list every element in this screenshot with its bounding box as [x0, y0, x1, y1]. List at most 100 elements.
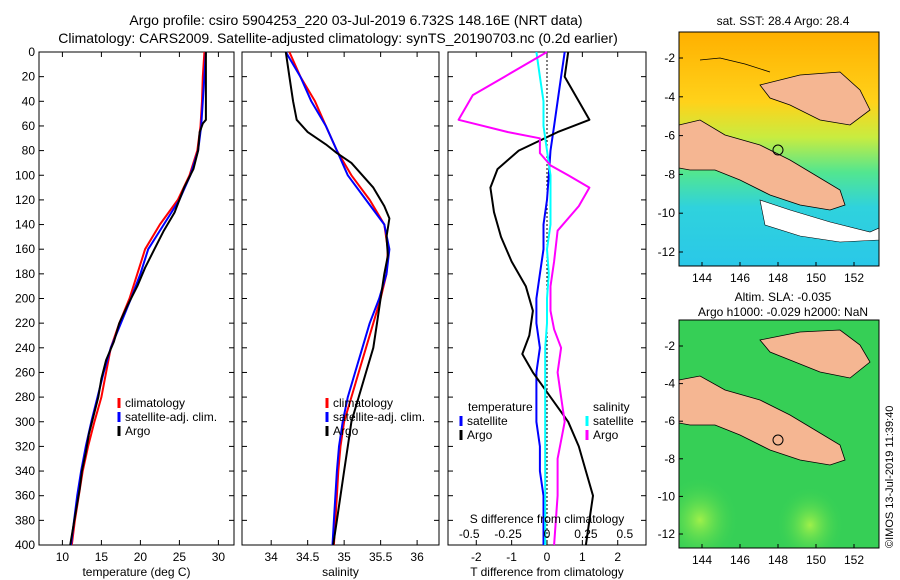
- x-tick-label: 0: [544, 550, 551, 564]
- salinity-panel: 34 34.5 35 35.5 36 salinity climatologysatelli…: [241, 51, 440, 579]
- x-tick-label: -2: [471, 550, 482, 564]
- map-lat-label: -2: [664, 51, 675, 65]
- figure-title-line1: Argo profile: csiro 5904253_220 03-Jul-2…: [129, 12, 582, 28]
- legend-title-salinity: salinity: [593, 400, 630, 414]
- legend-label: satellite: [467, 414, 508, 428]
- x-tick-label: 34: [265, 550, 279, 564]
- land-mass: [679, 375, 846, 466]
- legend-title-temperature: temperature: [468, 400, 533, 414]
- sst-map-title: sat. SST: 28.4 Argo: 28.4: [717, 14, 850, 28]
- y-tick-label: 40: [22, 94, 36, 108]
- x-tick-label: -1: [506, 550, 517, 564]
- series-line-temperature-argo: [489, 51, 594, 546]
- map-lat-label: -10: [658, 206, 676, 220]
- y-tick-label: 300: [15, 415, 35, 429]
- series-line-salinity-argo: [457, 51, 591, 546]
- y-tick-label: 60: [22, 119, 36, 133]
- y-tick-label: 260: [15, 365, 35, 379]
- y-tick-label: 360: [15, 489, 35, 503]
- map-lat-label: -4: [664, 377, 675, 391]
- secondary-tick-label: 0.25: [574, 527, 598, 541]
- map-lat-label: -10: [658, 489, 676, 503]
- sla-anomaly-2: [775, 485, 845, 548]
- sla-map-frame: [678, 319, 880, 549]
- argo-location-marker: [772, 144, 784, 156]
- difference-panel: -2 -1 0 1 2T difference from climatology temp…: [447, 51, 647, 579]
- y-tick-label: 140: [15, 218, 35, 232]
- legend-label: Argo: [333, 424, 359, 438]
- legend-label: climatology: [333, 396, 393, 410]
- sla-map-title1: Altim. SLA: -0.035: [735, 290, 832, 304]
- land-mass: [679, 119, 846, 211]
- legend-label: satellite: [593, 414, 634, 428]
- x-axis-label: salinity: [322, 565, 359, 579]
- y-tick-label: 220: [15, 316, 35, 330]
- sst-map: 144 146 148 150 152 -2 -4 -6 -8 -10 -12: [658, 31, 880, 285]
- y-tick-label: 320: [15, 439, 35, 453]
- secondary-tick-label: 0.5: [616, 527, 633, 541]
- x-axis-label: T difference from climatology: [470, 565, 624, 579]
- series-line-salinity-satellite: [535, 51, 552, 545]
- x-tick-label: 35.5: [369, 550, 393, 564]
- x-tick-label: 25: [173, 550, 187, 564]
- figure-title-line2: Climatology: CARS2009. Satellite-adjuste…: [58, 30, 618, 46]
- land-mass-2: [759, 71, 871, 126]
- y-tick-label: 160: [15, 242, 35, 256]
- map-lon-label: 146: [730, 271, 750, 285]
- legend-label: Argo: [593, 428, 619, 442]
- y-tick-label: 80: [22, 144, 36, 158]
- legend-label: satellite-adj. clim.: [333, 410, 425, 424]
- x-tick-label: 36: [410, 550, 424, 564]
- imos-stamp: ©IMOS 13-Jul-2019 11:39:40: [884, 406, 896, 548]
- map-lat-label: -12: [658, 527, 676, 541]
- y-tick-label: 180: [15, 267, 35, 281]
- map-lat-label: -12: [658, 245, 676, 259]
- secondary-tick-label: 0: [544, 527, 551, 541]
- map-lat-label: -2: [664, 339, 675, 353]
- y-tick-label: 340: [15, 464, 35, 478]
- legend-label: Argo: [467, 428, 493, 442]
- x-tick-label: 10: [56, 550, 70, 564]
- x-tick-label: 30: [212, 550, 226, 564]
- argo-location-marker: [772, 434, 784, 446]
- map-lon-label: 144: [692, 271, 712, 285]
- y-tick-label: 400: [15, 538, 35, 552]
- plot-frame: [241, 51, 440, 546]
- y-tick-label: 20: [22, 70, 36, 84]
- x-tick-label: 15: [95, 550, 109, 564]
- sla-map-title2: Argo h1000: -0.029 h2000: NaN: [698, 305, 868, 319]
- x-tick-label: 2: [614, 550, 621, 564]
- legend-label: climatology: [125, 396, 185, 410]
- coastline: [699, 57, 771, 73]
- x-tick-label: 20: [134, 550, 148, 564]
- map-lat-label: -8: [664, 452, 675, 466]
- series-line-satellite-adj-clim-: [284, 51, 391, 546]
- y-tick-label: 120: [15, 193, 35, 207]
- temperature-panel: 0 20 40 60 80 100 120 140 160 180 200 220 240 260 280 3…: [15, 45, 235, 579]
- map-lon-label: 146: [730, 553, 750, 567]
- legend-label: Argo: [125, 424, 151, 438]
- x-tick-label: 34.5: [296, 550, 320, 564]
- x-axis-label: temperature (deg C): [82, 565, 190, 579]
- map-lat-label: -4: [664, 90, 675, 104]
- map-lon-label: 148: [768, 271, 788, 285]
- y-tick-label: 100: [15, 168, 35, 182]
- series-line-argo: [69, 52, 207, 546]
- map-lon-label: 152: [844, 271, 864, 285]
- x-tick-label: 1: [579, 550, 586, 564]
- y-tick-label: 280: [15, 390, 35, 404]
- plot-frame: [38, 51, 235, 546]
- secondary-axis-label: S difference from climatology: [470, 512, 625, 526]
- y-tick-label: 0: [28, 45, 35, 59]
- map-lon-label: 150: [806, 553, 826, 567]
- land-mass-2: [759, 329, 871, 379]
- map-lon-label: 152: [844, 553, 864, 567]
- sla-map-axes: 144 146 148 150 152 -2 -4 -6 -8 -10 -12: [658, 339, 865, 567]
- x-tick-label: 35: [337, 550, 351, 564]
- map-lat-label: -6: [664, 414, 675, 428]
- y-tick-label: 240: [15, 341, 35, 355]
- map-lat-label: -6: [664, 129, 675, 143]
- sla-anomaly: [679, 475, 740, 548]
- y-tick-label: 200: [15, 292, 35, 306]
